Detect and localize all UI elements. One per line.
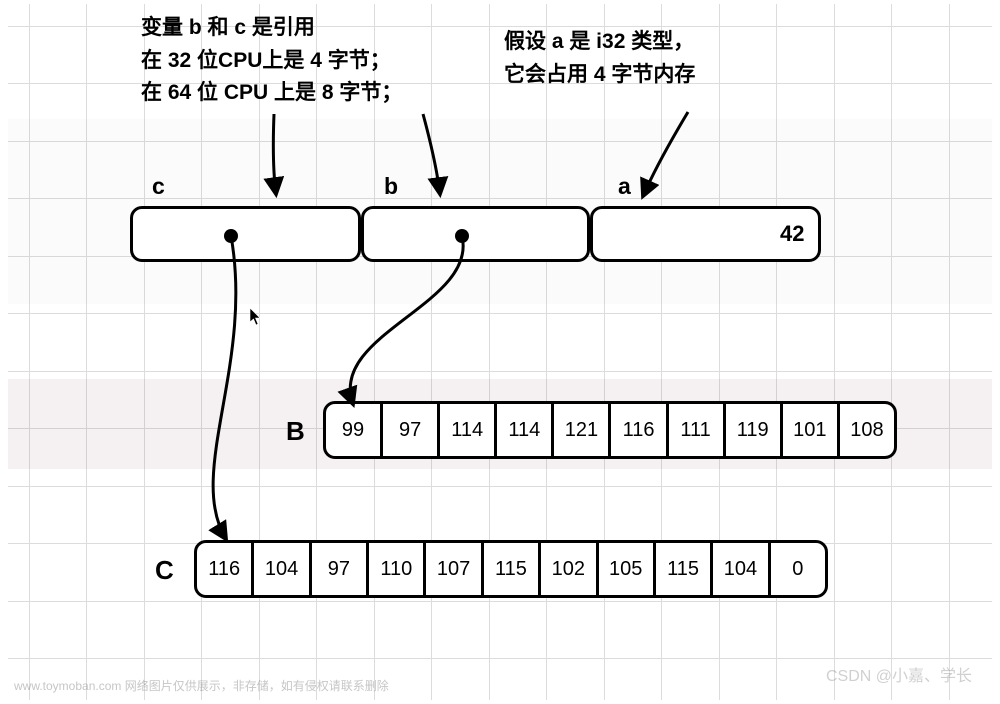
watermark-left: www.toymoban.com 网络图片仅供展示，非存储，如有侵权请联系删除 (14, 677, 389, 694)
array-label-B: B (286, 416, 305, 447)
var-box-b (361, 206, 590, 262)
annotation-left: 变量 b 和 c 是引用在 32 位CPU上是 4 字节；在 64 位 CPU … (141, 12, 402, 110)
array-C: 116104971101071151021051151040 (194, 540, 828, 598)
var-box-c (130, 206, 361, 262)
pointer-dot-b (455, 229, 469, 243)
array-cell: 0 (771, 543, 825, 595)
array-B: 9997114114121116111119101108 (323, 401, 897, 459)
var-label-c: c (152, 173, 165, 200)
var-a-value: 42 (780, 221, 804, 247)
array-cell: 114 (440, 404, 497, 456)
array-cell: 119 (726, 404, 783, 456)
array-cell: 108 (840, 404, 894, 456)
array-cell: 104 (713, 543, 770, 595)
array-cell: 97 (383, 404, 440, 456)
array-label-C: C (155, 555, 174, 586)
outer-frame: 变量 b 和 c 是引用在 32 位CPU上是 4 字节；在 64 位 CPU … (0, 0, 1000, 704)
array-cell: 107 (426, 543, 483, 595)
mouse-cursor-icon (249, 307, 263, 327)
array-cell: 111 (669, 404, 726, 456)
annotation-right: 假设 a 是 i32 类型，它会占用 4 字节内存 (504, 26, 695, 91)
array-cell: 115 (656, 543, 713, 595)
array-cell: 102 (541, 543, 598, 595)
array-cell: 116 (197, 543, 254, 595)
pointer-dot-c (224, 229, 238, 243)
array-cell: 97 (312, 543, 369, 595)
array-cell: 105 (599, 543, 656, 595)
array-cell: 116 (611, 404, 668, 456)
array-cell: 121 (554, 404, 611, 456)
array-cell: 104 (254, 543, 311, 595)
watermark-right: CSDN @小嘉、学长 (826, 662, 972, 686)
canvas: 变量 b 和 c 是引用在 32 位CPU上是 4 字节；在 64 位 CPU … (8, 4, 992, 700)
var-label-a: a (618, 173, 631, 200)
array-cell: 99 (326, 404, 383, 456)
array-cell: 101 (783, 404, 840, 456)
array-cell: 114 (497, 404, 554, 456)
array-cell: 110 (369, 543, 426, 595)
var-label-b: b (384, 173, 398, 200)
array-cell: 115 (484, 543, 541, 595)
